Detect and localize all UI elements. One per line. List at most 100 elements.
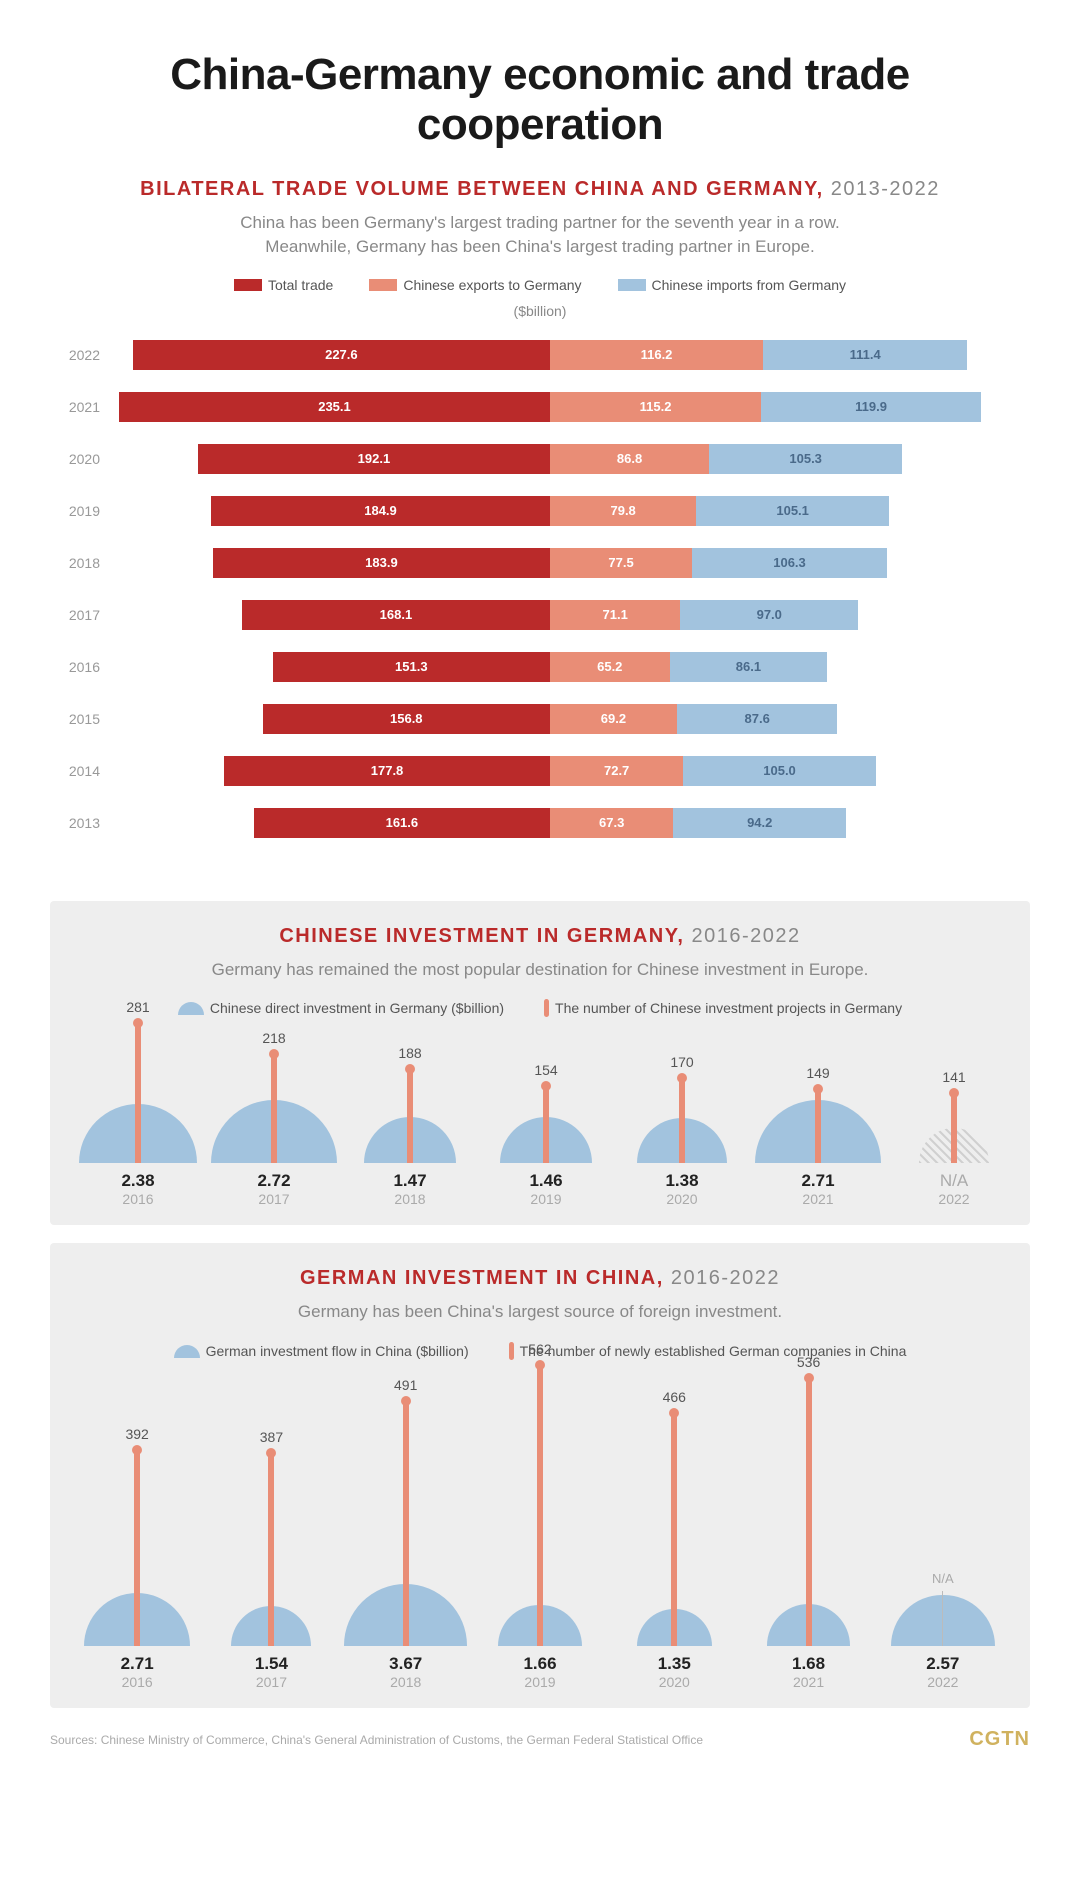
investment-amount: 2.57 [926,1654,959,1674]
section3-title: GERMAN INVESTMENT IN CHINA, 2016-2022 [70,1267,1010,1290]
year-label: 2013 [50,815,110,831]
investment-amount: 2.72 [257,1171,290,1191]
seg-total: 151.3 [273,652,550,682]
swatch-exports [369,279,397,291]
dome-wrap: 154 [478,983,614,1163]
investment-item: N/A2.572022 [876,1326,1010,1690]
investment-year: 2017 [256,1674,287,1690]
bar-left: 192.1 [110,444,550,474]
dome-wrap: 562 [474,1326,606,1646]
bar-left: 151.3 [110,652,550,682]
section1-unit: ($billion) [50,303,1030,319]
investment-stick [543,1086,549,1163]
legend-exports: Chinese exports to Germany [369,277,581,293]
stick-dot [132,1445,142,1455]
seg-exports: 72.7 [550,756,683,786]
bar-right: 69.2 87.6 [550,704,990,734]
investment-amount: 1.66 [523,1654,556,1674]
investment-item: 141N/A2022 [886,983,1022,1207]
bar-row: 2017 168.1 71.1 97.0 [50,593,990,637]
dome-wrap: 536 [743,1326,875,1646]
legend-total: Total trade [234,277,333,293]
investment-amount: 2.71 [801,1171,834,1191]
bar-row: 2013 161.6 67.3 94.2 [50,801,990,845]
stick-value: 387 [260,1429,283,1445]
investment-amount: 3.67 [389,1654,422,1674]
investment-item: 2812.382016 [70,983,206,1207]
na-line [942,1591,943,1646]
dome-wrap: 188 [342,983,478,1163]
section3-chart: 3922.7120163871.5420174913.6720185621.66… [70,1370,1010,1690]
infographic-page: China-Germany economic and trade coopera… [0,0,1080,1781]
seg-total: 235.1 [119,392,550,422]
bar-right: 77.5 106.3 [550,548,990,578]
section3-title-main: GERMAN INVESTMENT IN CHINA, [300,1267,664,1289]
bar-right: 67.3 94.2 [550,808,990,838]
investment-item: 1881.472018 [342,983,478,1207]
investment-amount: 2.71 [121,1654,154,1674]
footer: Sources: Chinese Ministry of Commerce, C… [50,1728,1030,1751]
seg-exports: 71.1 [550,600,680,630]
section1-title-range: 2013-2022 [831,178,940,200]
investment-item: 4913.672018 [339,1326,473,1690]
section1-bars: 2022 227.6 116.2 111.4 2021 235.1 115.2 … [50,333,1030,883]
investment-amount: 1.46 [529,1171,562,1191]
seg-imports: 94.2 [673,808,846,838]
seg-exports: 86.8 [550,444,709,474]
investment-stick [135,1023,141,1164]
bar-row: 2016 151.3 65.2 86.1 [50,645,990,689]
bar-right: 79.8 105.1 [550,496,990,526]
section-bilateral-trade: BILATERAL TRADE VOLUME BETWEEN CHINA AND… [50,178,1030,883]
bar-area: 184.9 79.8 105.1 [110,496,990,526]
stick-value: 149 [806,1065,829,1081]
legend-imports-label: Chinese imports from Germany [652,277,847,293]
bar-left: 227.6 [110,340,550,370]
investment-year: 2020 [666,1191,697,1207]
stick-value: 218 [262,1030,285,1046]
dome-wrap: 491 [340,1326,472,1646]
year-label: 2016 [50,659,110,675]
swatch-imports [618,279,646,291]
stick-dot [405,1064,415,1074]
bar-area: 235.1 115.2 119.9 [110,392,990,422]
investment-stick [679,1078,685,1163]
dome-wrap: 141 [886,983,1022,1163]
stick-value: 392 [125,1426,148,1442]
seg-imports: 106.3 [692,548,887,578]
seg-exports: 69.2 [550,704,677,734]
bar-right: 72.7 105.0 [550,756,990,786]
seg-imports: 119.9 [761,392,981,422]
investment-stick [134,1450,140,1646]
investment-year: 2021 [793,1674,824,1690]
investment-stick [407,1069,413,1163]
seg-imports: 105.0 [683,756,876,786]
investment-item: 5621.662019 [473,1326,607,1690]
bar-left: 184.9 [110,496,550,526]
stick-dot [677,1073,687,1083]
investment-item: 3922.712016 [70,1326,204,1690]
seg-total: 177.8 [224,756,550,786]
year-label: 2017 [50,607,110,623]
investment-stick [951,1093,957,1164]
bar-area: 168.1 71.1 97.0 [110,600,990,630]
section1-subtitle: China has been Germany's largest trading… [50,211,1030,259]
year-label: 2015 [50,711,110,727]
bar-row: 2015 156.8 69.2 87.6 [50,697,990,741]
bar-area: 177.8 72.7 105.0 [110,756,990,786]
seg-total: 183.9 [213,548,550,578]
section2-title: CHINESE INVESTMENT IN GERMANY, 2016-2022 [70,925,1010,948]
section1-title-main: BILATERAL TRADE VOLUME BETWEEN CHINA AND… [140,178,824,200]
investment-stick [271,1054,277,1163]
stick-dot [133,1018,143,1028]
investment-amount: 1.68 [792,1654,825,1674]
dome-wrap: 466 [608,1326,740,1646]
investment-year: 2021 [802,1191,833,1207]
stick-value: 281 [126,999,149,1015]
bar-right: 116.2 111.4 [550,340,990,370]
seg-imports: 86.1 [670,652,828,682]
investment-item: 536 1.682021 [741,1326,875,1690]
section-german-investment: GERMAN INVESTMENT IN CHINA, 2016-2022 Ge… [50,1243,1030,1708]
seg-exports: 116.2 [550,340,763,370]
bar-row: 2018 183.9 77.5 106.3 [50,541,990,585]
investment-item: 4661.352020 [607,1326,741,1690]
